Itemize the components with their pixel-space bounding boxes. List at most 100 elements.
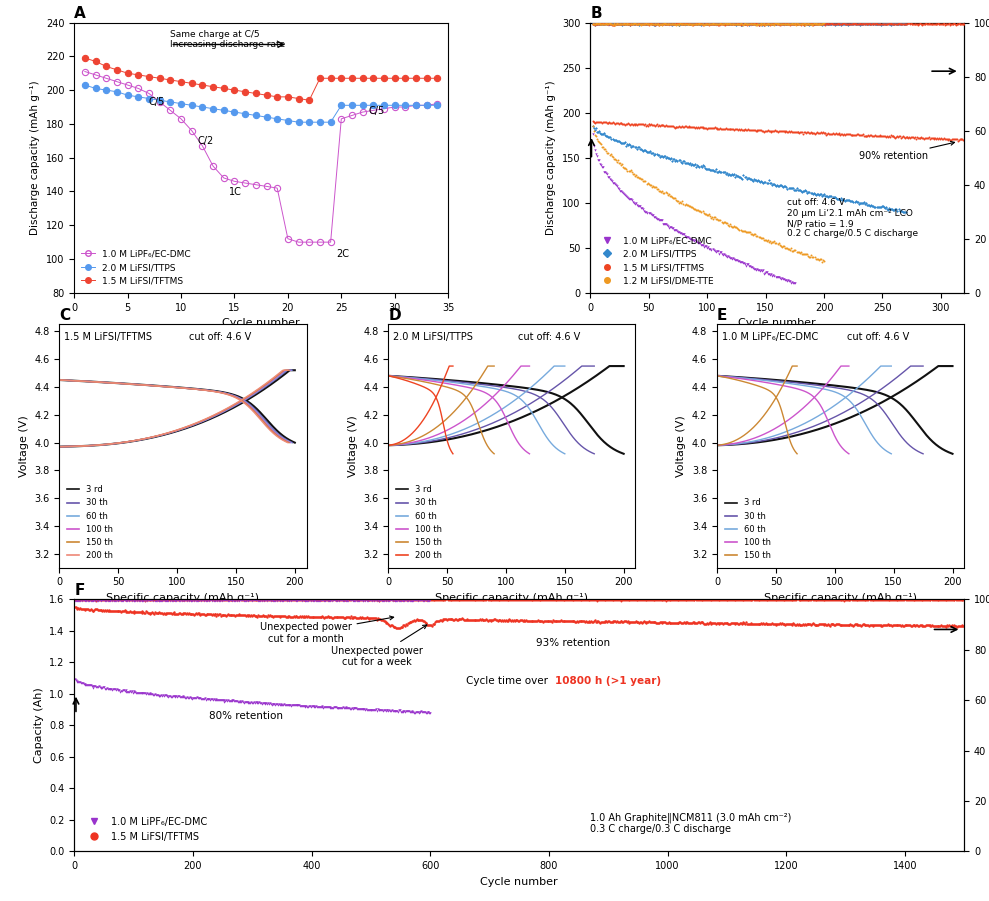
Point (783, 593, 799, 607)
Point (586, 123, 602, 138)
Point (684, 614, 700, 629)
Point (954, 593, 970, 607)
Point (139, 593, 155, 607)
Point (105, 604, 121, 618)
Point (274, 594, 290, 608)
Point (122, 593, 137, 607)
Point (386, 593, 402, 607)
Point (828, 593, 844, 607)
Point (444, 612, 460, 626)
Point (635, 615, 651, 630)
Point (163, 690, 179, 705)
Point (595, 16, 611, 31)
Point (387, 593, 403, 607)
Point (238, 608, 254, 623)
Point (360, 703, 376, 717)
Point (840, 593, 855, 607)
Point (911, 593, 927, 607)
Point (746, 16, 762, 31)
Point (728, 168, 744, 182)
Point (942, 132, 957, 146)
Point (671, 194, 686, 208)
Point (598, 593, 614, 607)
Point (735, 17, 751, 32)
Point (648, 17, 664, 32)
Point (779, 16, 795, 31)
Point (594, 17, 610, 32)
Point (421, 593, 437, 607)
Point (637, 16, 653, 31)
Point (761, 593, 776, 607)
Point (291, 592, 307, 606)
Point (796, 125, 812, 140)
Point (797, 16, 813, 31)
Point (399, 704, 414, 718)
Point (578, 593, 593, 607)
Point (759, 16, 774, 31)
Point (901, 593, 917, 607)
Point (606, 16, 622, 31)
Point (392, 621, 407, 635)
Point (180, 593, 196, 607)
Point (291, 593, 307, 607)
Point (286, 593, 302, 607)
Point (396, 594, 411, 608)
Point (601, 16, 617, 31)
Point (693, 17, 709, 32)
Point (667, 17, 682, 32)
Point (598, 16, 614, 31)
Point (741, 593, 757, 607)
Point (172, 690, 188, 705)
Point (262, 593, 278, 607)
Point (949, 17, 965, 32)
Point (349, 594, 365, 608)
Point (933, 618, 948, 633)
Point (720, 249, 736, 263)
Point (600, 17, 616, 32)
Point (500, 593, 516, 607)
Point (601, 593, 617, 607)
X-axis label: Cycle number: Cycle number (223, 318, 300, 328)
Point (742, 17, 758, 32)
Point (737, 16, 753, 31)
Point (835, 127, 851, 141)
Point (698, 16, 714, 31)
Point (616, 17, 632, 32)
Point (706, 593, 722, 607)
Point (686, 593, 702, 607)
Point (656, 149, 672, 163)
Point (368, 593, 384, 607)
Point (354, 593, 370, 607)
Point (768, 17, 784, 32)
Point (623, 17, 639, 32)
Point (588, 114, 604, 129)
Point (785, 181, 801, 196)
Point (954, 132, 970, 147)
Point (663, 119, 678, 133)
Point (693, 593, 709, 607)
Point (799, 17, 815, 32)
Point (737, 169, 753, 184)
Point (623, 17, 639, 32)
Point (643, 593, 659, 607)
Point (638, 17, 654, 32)
Point (692, 236, 708, 250)
Point (726, 593, 742, 607)
Point (641, 17, 657, 32)
Point (829, 17, 845, 32)
Point (510, 614, 526, 628)
Point (612, 16, 628, 31)
Point (838, 126, 854, 141)
Point (789, 16, 805, 31)
Point (676, 16, 692, 31)
Point (907, 593, 923, 607)
Point (462, 593, 478, 607)
Point (84, 678, 100, 693)
Point (750, 16, 765, 31)
Point (735, 17, 751, 32)
Point (355, 702, 371, 716)
Point (845, 593, 860, 607)
Point (831, 127, 847, 141)
Point (306, 609, 321, 623)
Point (136, 686, 152, 700)
